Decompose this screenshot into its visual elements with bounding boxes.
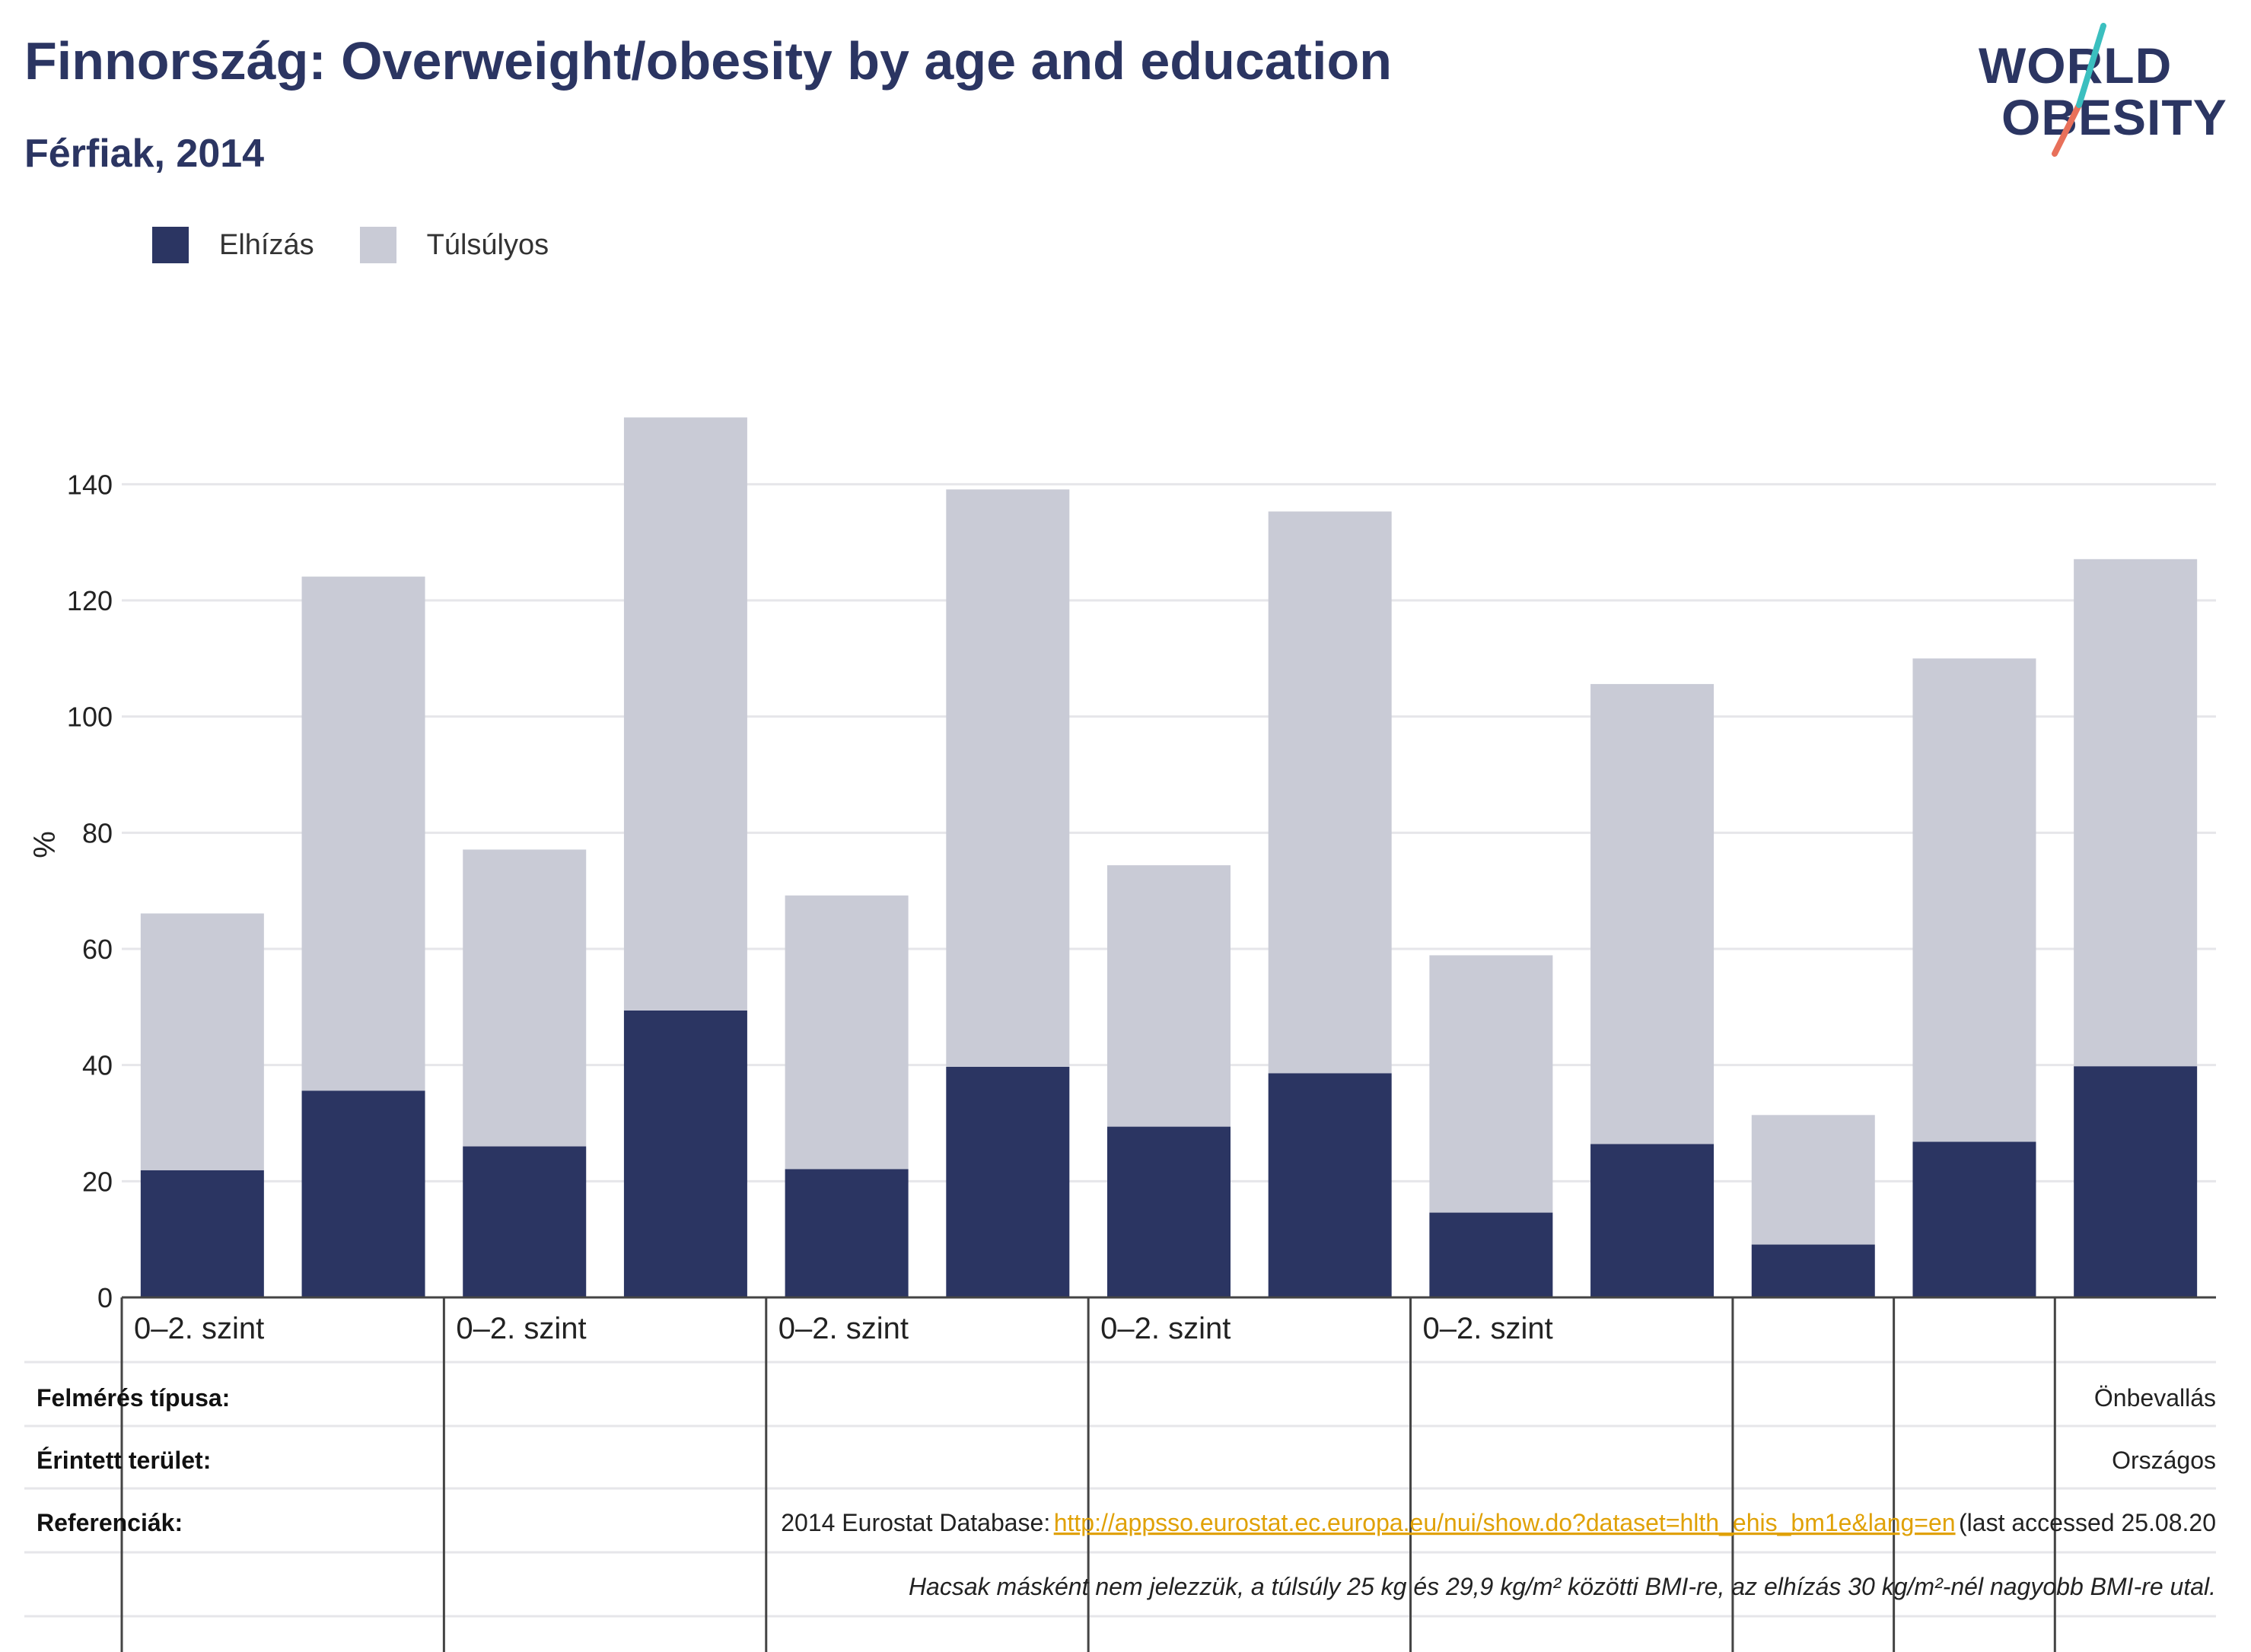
area-label: Érintett terület: [37, 1447, 211, 1474]
y-tick-label: 120 [67, 585, 113, 616]
y-tick-label: 140 [67, 469, 113, 500]
group-label: 0–2. szint [1423, 1312, 1553, 1345]
y-tick-label: 100 [67, 702, 113, 733]
y-tick-label: 0 [97, 1282, 113, 1313]
bar-obesity[interactable] [1107, 1126, 1231, 1297]
legend-swatch-overweight [359, 227, 396, 263]
y-tick-label: 40 [82, 1050, 113, 1081]
bar-obesity[interactable] [623, 1010, 747, 1297]
legend-item-obesity[interactable]: Elhízás [152, 227, 314, 263]
world-obesity-logo: WORLD OBESITY [1979, 23, 2237, 160]
logo-line-1: WORLD [1979, 37, 2173, 94]
legend-label-overweight: Túlsúlyos [426, 228, 549, 261]
bar-overweight[interactable] [2074, 559, 2198, 1067]
y-tick-label: 20 [82, 1166, 113, 1197]
bar-obesity[interactable] [946, 1066, 1070, 1297]
reference-suffix: (last accessed 25.08.20 [1959, 1509, 2216, 1536]
legend: Elhízás Túlsúlyos [152, 227, 594, 263]
legend-swatch-obesity [152, 227, 189, 263]
bar-overweight[interactable] [463, 849, 587, 1147]
bar-obesity[interactable] [1429, 1212, 1553, 1297]
group-label: 0–2. szint [134, 1312, 264, 1345]
bar-obesity[interactable] [301, 1090, 425, 1297]
y-tick-label: 80 [82, 817, 113, 848]
bar-overweight[interactable] [1268, 511, 1392, 1074]
survey-type-label: Felmérés típusa: [37, 1384, 230, 1412]
bar-obesity[interactable] [2074, 1066, 2198, 1297]
bar-overweight[interactable] [623, 417, 747, 1011]
reference-text: 2014 Eurostat Database: http://appsso.eu… [781, 1509, 2216, 1536]
chart-subtitle: Férfiak, 2014 [24, 132, 265, 176]
area-value: Országos [2112, 1447, 2216, 1474]
group-label: 0–2. szint [1100, 1312, 1231, 1345]
legend-item-overweight[interactable]: Túlsúlyos [359, 227, 549, 263]
bar-overweight[interactable] [785, 895, 909, 1170]
bar-overweight[interactable] [1751, 1115, 1875, 1245]
bar-obesity[interactable] [1590, 1144, 1715, 1297]
logo-slash-icon [2052, 23, 2106, 157]
legend-label-obesity: Elhízás [219, 228, 314, 261]
bar-obesity[interactable] [463, 1146, 587, 1297]
bar-obesity[interactable] [785, 1169, 909, 1297]
bar-obesity[interactable] [1268, 1073, 1392, 1297]
bar-obesity[interactable] [1751, 1244, 1875, 1297]
references-label: Referenciák: [37, 1509, 183, 1536]
y-axis-label: % [28, 831, 62, 858]
survey-type-value: Önbevallás [2094, 1384, 2216, 1412]
reference-link[interactable]: http://appsso.eurostat.ec.europa.eu/nui/… [1054, 1509, 1956, 1536]
definition-note: Hacsak másként nem jelezzük, a túlsúly 2… [909, 1573, 2216, 1600]
bar-overweight[interactable] [140, 913, 264, 1170]
logo-line-2: OBESITY [2001, 89, 2227, 145]
bar-overweight[interactable] [301, 576, 425, 1091]
group-label: 0–2. szint [456, 1312, 586, 1345]
bar-overweight[interactable] [946, 489, 1070, 1067]
bar-overweight[interactable] [1107, 865, 1231, 1127]
bar-obesity[interactable] [1912, 1141, 2036, 1297]
reference-prefix: 2014 Eurostat Database: [781, 1509, 1050, 1536]
y-tick-label: 60 [82, 934, 113, 965]
bar-overweight[interactable] [1590, 683, 1715, 1144]
bar-overweight[interactable] [1429, 955, 1553, 1213]
bar-obesity[interactable] [140, 1170, 264, 1297]
chart-title: Finnország: Overweight/obesity by age an… [24, 31, 1392, 91]
bar-overweight[interactable] [1912, 658, 2036, 1142]
group-label: 0–2. szint [778, 1312, 909, 1345]
